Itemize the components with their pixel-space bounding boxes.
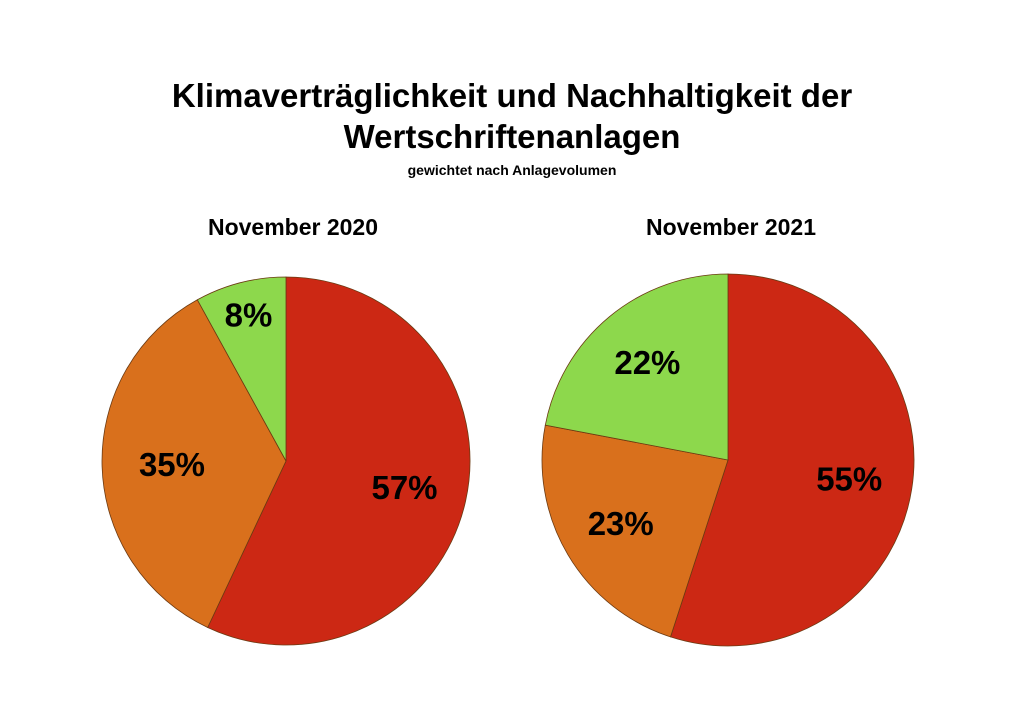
pie-slice-label-3: 8% — [225, 296, 273, 333]
pie-slice-2 — [101, 299, 287, 629]
pie-title-2020: November 2020 — [207, 214, 379, 240]
pie-slice-label-2: 35% — [139, 446, 205, 483]
chart-subtitle: gewichtet nach Anlagevolumen — [407, 162, 617, 178]
pie-slice-3 — [196, 276, 287, 462]
pie-slice-1 — [207, 276, 471, 646]
chart-title-line-1: Klimaverträglichkeit und Nachhaltigkeit … — [171, 77, 853, 114]
pie-slice-label-1: 57% — [371, 469, 437, 506]
chart-title-line-2: Wertschriftenanlagen — [343, 118, 681, 155]
pie-title-2021: November 2021 — [645, 214, 817, 240]
